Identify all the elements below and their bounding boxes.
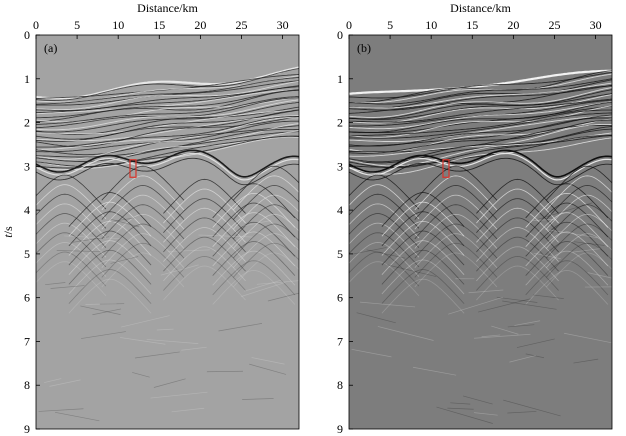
plot-frame xyxy=(348,34,613,430)
y-tick-label: 1 xyxy=(24,72,30,86)
x-tick-label: 0 xyxy=(33,18,39,32)
x-axis-label: Distance/km xyxy=(137,1,198,15)
x-axis-label: Distance/km xyxy=(450,1,511,15)
x-tick-label: 0 xyxy=(346,18,352,32)
x-tick-label: 10 xyxy=(112,18,124,32)
y-tick-label: 3 xyxy=(337,159,343,173)
panel-label: (b) xyxy=(357,41,371,55)
x-tick-label: 20 xyxy=(507,18,519,32)
y-tick-label: 6 xyxy=(24,291,30,305)
reflectors xyxy=(36,66,299,422)
x-tick-label: 5 xyxy=(74,18,80,32)
x-tick-label: 5 xyxy=(387,18,393,32)
y-tick-label: 2 xyxy=(337,116,343,130)
panel-a: (a) 0 5 10 15 20 25 30 Distance/km 0 1 2 3 4 5 6 7 8 9 t/s xyxy=(1,1,300,436)
y-tick-label: 7 xyxy=(337,334,343,348)
y-tick-label: 5 xyxy=(24,247,30,261)
y-tick-label: 6 xyxy=(337,291,343,305)
x-tick-label: 10 xyxy=(425,18,437,32)
y-tick-label: 2 xyxy=(24,116,30,130)
y-tick-label: 0 xyxy=(337,28,343,42)
x-tick-label: 25 xyxy=(235,18,247,32)
seismic-section xyxy=(36,35,299,429)
y-tick-label: 0 xyxy=(24,28,30,42)
seismic-section xyxy=(349,35,612,429)
x-tick-label: 20 xyxy=(194,18,206,32)
x-tick-label: 15 xyxy=(153,18,165,32)
marker-box xyxy=(442,159,450,178)
reflectors xyxy=(349,69,612,424)
panel-label: (a) xyxy=(44,41,57,55)
x-tick-label: 30 xyxy=(590,18,602,32)
y-tick-label: 1 xyxy=(337,72,343,86)
y-tick-label: 3 xyxy=(24,159,30,173)
plot-frame xyxy=(35,34,300,430)
x-tick-label: 25 xyxy=(548,18,560,32)
y-tick-label: 8 xyxy=(337,378,343,392)
x-tick-label: 30 xyxy=(277,18,289,32)
y-tick-label: 8 xyxy=(24,378,30,392)
panel-b: (b) 0 5 10 15 20 25 30 Distance/km 0 1 2 3 4 5 6 7 8 9 xyxy=(337,1,613,436)
y-tick-label: 4 xyxy=(337,203,343,217)
x-tick-label: 15 xyxy=(466,18,478,32)
y-tick-label: 5 xyxy=(337,247,343,261)
y-tick-label: 4 xyxy=(24,203,30,217)
y-tick-label: 7 xyxy=(24,334,30,348)
y-tick-label: 9 xyxy=(337,422,343,436)
y-tick-label: 9 xyxy=(24,422,30,436)
marker-box xyxy=(129,159,137,178)
y-axis-label: t/s xyxy=(1,226,15,238)
